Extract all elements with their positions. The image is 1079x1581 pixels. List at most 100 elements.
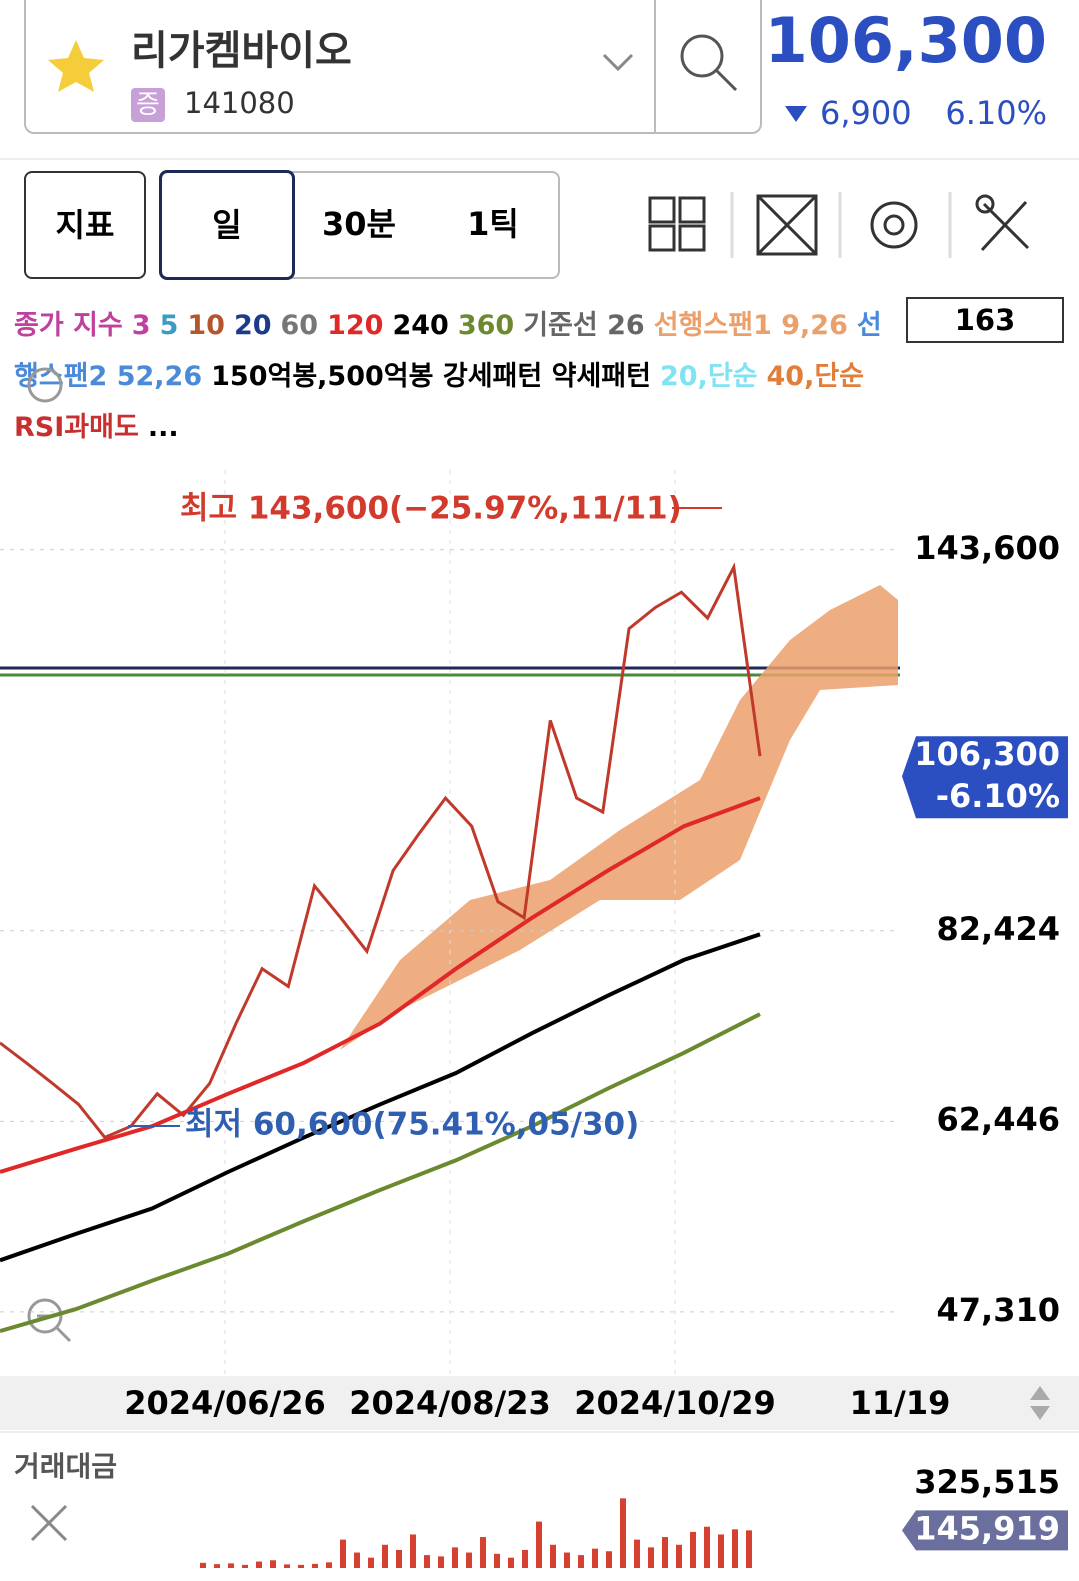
volume-bar bbox=[354, 1552, 360, 1568]
legend-item[interactable]: 기준선 26 bbox=[523, 310, 645, 341]
volume-bar bbox=[326, 1562, 332, 1568]
legend-item[interactable]: 360 bbox=[457, 310, 515, 341]
search-icon[interactable] bbox=[676, 30, 740, 94]
volume-bar bbox=[270, 1560, 276, 1568]
volume-bar bbox=[718, 1534, 724, 1568]
volume-bar bbox=[746, 1530, 752, 1568]
volume-bar bbox=[634, 1539, 640, 1568]
volume-bar bbox=[410, 1534, 416, 1568]
volume-bar bbox=[620, 1498, 626, 1568]
legend-item[interactable]: 5 bbox=[159, 310, 179, 341]
candle-count: 163 bbox=[906, 297, 1064, 343]
volume-bar bbox=[438, 1556, 444, 1568]
volume-bar bbox=[424, 1555, 430, 1568]
period-tab[interactable]: 1틱 bbox=[467, 205, 519, 243]
volume-bar bbox=[550, 1544, 556, 1568]
volume-bar bbox=[732, 1529, 738, 1568]
legend-item[interactable]: 20,단순 bbox=[659, 361, 758, 392]
y-tick-label: 143,600 bbox=[914, 529, 1060, 567]
down-triangle bbox=[785, 106, 807, 122]
volume-bar bbox=[494, 1553, 500, 1568]
legend-item[interactable]: 150억봉,500억봉 강세패턴 약세패턴 bbox=[211, 361, 651, 392]
scroll-down[interactable] bbox=[1030, 1406, 1050, 1420]
market-badge: 증 bbox=[131, 88, 165, 122]
volume-bar bbox=[480, 1537, 486, 1568]
volume-bar bbox=[200, 1562, 206, 1568]
volume-bar bbox=[508, 1557, 514, 1568]
zoom-icons[interactable] bbox=[27, 367, 72, 1343]
legend-item[interactable]: RSI과매도 bbox=[14, 412, 139, 443]
volume-bar bbox=[242, 1564, 248, 1568]
x-tick-label: 2024/08/23 bbox=[349, 1384, 551, 1422]
y-tick-label: 47,310 bbox=[937, 1291, 1060, 1329]
current-price: 106,300 bbox=[764, 4, 1047, 77]
volume-bar bbox=[298, 1564, 304, 1568]
legend-item[interactable]: 10 bbox=[187, 310, 225, 341]
price-tag-change: -6.10% bbox=[936, 777, 1060, 815]
legend-item[interactable]: ... bbox=[147, 412, 179, 443]
series-line bbox=[0, 562, 762, 1140]
y-tick-label: 82,424 bbox=[937, 910, 1060, 948]
scroll-up[interactable] bbox=[1030, 1386, 1050, 1400]
volume-bar bbox=[662, 1537, 668, 1568]
tool-icons[interactable] bbox=[640, 190, 1050, 260]
volume-bar bbox=[536, 1521, 542, 1568]
volume-bar bbox=[284, 1564, 290, 1568]
high-annotation: 최고 143,600(−25.97%,11/11) bbox=[180, 491, 682, 527]
volume-bar bbox=[690, 1531, 696, 1568]
price-tag bbox=[902, 736, 1068, 819]
volume-bar bbox=[312, 1563, 318, 1568]
x-tick-label: 2024/10/29 bbox=[574, 1384, 776, 1422]
legend-item[interactable]: 60 bbox=[280, 310, 319, 341]
legend-item[interactable]: 선행스팬1 9,26 bbox=[653, 310, 848, 341]
indicator-button[interactable]: 지표 bbox=[24, 171, 146, 279]
volume-bar bbox=[592, 1548, 598, 1568]
close-icon[interactable] bbox=[30, 1504, 68, 1542]
volume-bar bbox=[228, 1563, 234, 1568]
low-annotation: 최저 60,600(75.41%,05/30) bbox=[185, 1107, 639, 1143]
ichimoku-cloud bbox=[340, 585, 898, 1050]
x-tick-label: 2024/06/26 bbox=[124, 1384, 326, 1422]
legend-item[interactable]: 40,단순 bbox=[766, 361, 865, 392]
legend-item[interactable]: 3 bbox=[131, 310, 151, 341]
x-tick-label: 11/19 bbox=[850, 1384, 951, 1422]
legend-item[interactable]: 종가 지수 bbox=[14, 310, 123, 341]
price-tag-value: 106,300 bbox=[914, 735, 1060, 773]
volume-bar bbox=[606, 1551, 612, 1568]
divider bbox=[654, 0, 656, 132]
volume-tick-label: 325,515 bbox=[914, 1463, 1060, 1501]
period-tab[interactable]: 일 bbox=[159, 170, 295, 280]
volume-bar bbox=[522, 1549, 528, 1568]
y-tick-label: 62,446 bbox=[937, 1100, 1060, 1138]
volume-bar bbox=[256, 1561, 262, 1568]
legend-item[interactable]: 20 bbox=[233, 310, 272, 341]
favorite-star[interactable] bbox=[46, 38, 106, 94]
volume-bar bbox=[648, 1547, 654, 1568]
stock-selector[interactable]: 리가켐바이오 증 141080 bbox=[24, 0, 762, 134]
volume-bar bbox=[704, 1526, 710, 1568]
volume-bar bbox=[564, 1552, 570, 1568]
volume-bar bbox=[578, 1555, 584, 1568]
volume-bar bbox=[382, 1544, 388, 1568]
legend-item[interactable]: 선행스팬2 52,26 bbox=[14, 310, 882, 392]
legend-item[interactable]: 120 bbox=[327, 310, 384, 341]
volume-title: 거래대금 bbox=[14, 1450, 117, 1483]
series-line bbox=[0, 796, 761, 1174]
stock-code: 141080 bbox=[184, 86, 295, 120]
volume-bar bbox=[676, 1544, 682, 1568]
price-change: 6,900 bbox=[820, 94, 912, 132]
dropdown-chevron[interactable] bbox=[601, 50, 635, 74]
indicator-legend: 종가 지수 3 5 10 20 60 120 240 360 기준선 26 선행스팬1 9,26 선행… bbox=[14, 300, 894, 453]
volume-bar bbox=[466, 1552, 472, 1568]
volume-tag bbox=[902, 1510, 1068, 1551]
volume-bar bbox=[368, 1557, 374, 1568]
series-line bbox=[0, 1012, 761, 1334]
price-change-rate: 6.10% bbox=[945, 94, 1047, 132]
stock-name: 리가켐바이오 bbox=[131, 28, 352, 74]
legend-item[interactable]: 240 bbox=[392, 310, 449, 341]
volume-bar bbox=[396, 1549, 402, 1568]
period-tab[interactable]: 30분 bbox=[322, 205, 396, 243]
volume-bar bbox=[452, 1547, 458, 1568]
